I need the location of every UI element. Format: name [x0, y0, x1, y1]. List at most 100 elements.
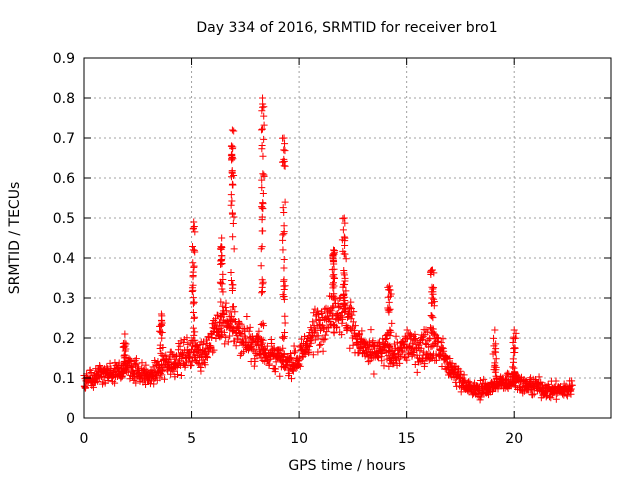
data-point — [228, 126, 236, 134]
data-point — [330, 246, 338, 254]
data-point — [220, 328, 228, 336]
data-point — [231, 308, 239, 316]
data-point — [259, 280, 267, 288]
data-point — [318, 309, 326, 317]
y-tick-label: 0.9 — [53, 51, 75, 67]
data-point — [351, 322, 359, 330]
x-tick-label: 10 — [290, 431, 308, 447]
data-point — [230, 127, 238, 135]
chart-title: Day 334 of 2016, SRMTID for receiver bro… — [196, 20, 497, 36]
data-point — [456, 367, 464, 375]
data-point — [280, 256, 288, 264]
data-point — [305, 343, 313, 350]
data-point — [259, 94, 267, 102]
data-point — [230, 315, 238, 323]
data-point — [259, 205, 267, 213]
data-point — [492, 355, 500, 363]
data-point — [290, 342, 298, 350]
data-point — [383, 335, 391, 343]
data-point — [218, 313, 226, 321]
data-point — [251, 357, 259, 365]
data-point — [170, 367, 178, 375]
data-point — [342, 255, 350, 263]
data-point — [280, 222, 288, 230]
data-point — [280, 277, 288, 285]
data-point — [259, 189, 267, 197]
data-point — [397, 353, 405, 361]
data-point — [426, 324, 434, 332]
data-point — [350, 308, 358, 316]
data-point — [118, 373, 126, 381]
data-point — [348, 311, 356, 319]
data-point — [337, 312, 345, 320]
data-point — [347, 298, 355, 306]
data-point — [411, 330, 419, 338]
data-point — [401, 344, 409, 352]
data-point — [265, 360, 273, 368]
data-point — [280, 146, 288, 154]
data-point — [346, 303, 354, 311]
data-point — [218, 260, 226, 268]
data-point — [389, 359, 397, 367]
data-point — [126, 356, 134, 364]
data-point — [410, 335, 418, 343]
data-point — [228, 287, 236, 295]
data-point — [380, 362, 388, 370]
data-point — [257, 321, 265, 329]
data-point — [191, 336, 199, 344]
data-point — [191, 248, 199, 256]
data-point — [157, 310, 165, 318]
data-point — [341, 297, 349, 305]
data-point — [167, 370, 175, 378]
data-point — [230, 171, 238, 179]
data-point — [188, 284, 196, 292]
data-point — [189, 242, 197, 250]
data-point — [339, 215, 347, 223]
data-point — [339, 315, 347, 323]
data-point — [511, 369, 519, 377]
data-point — [329, 280, 337, 288]
data-point — [349, 318, 357, 326]
data-point — [207, 342, 215, 350]
data-point — [338, 319, 346, 327]
data-point — [81, 383, 89, 391]
data-point — [233, 323, 241, 331]
data-point — [309, 318, 317, 326]
data-point — [344, 313, 352, 321]
data-point — [341, 281, 349, 289]
data-point — [229, 143, 237, 151]
data-point — [563, 392, 571, 400]
data-point — [258, 289, 266, 297]
data-point — [156, 322, 164, 330]
data-point — [222, 333, 230, 341]
data-point — [392, 332, 400, 340]
data-point — [403, 326, 411, 334]
data-point — [258, 288, 266, 296]
data-point — [256, 335, 264, 343]
data-point — [232, 342, 240, 350]
data-point — [149, 363, 157, 371]
data-point — [367, 326, 375, 334]
data-point — [370, 342, 378, 350]
data-point — [317, 340, 325, 348]
data-point — [228, 281, 236, 289]
data-point — [327, 307, 335, 315]
data-point — [258, 276, 266, 284]
data-point — [428, 266, 436, 274]
data-point — [281, 328, 289, 336]
x-tick-label: 15 — [398, 431, 416, 447]
data-point — [330, 292, 338, 300]
data-point — [259, 339, 267, 347]
data-points — [80, 94, 576, 404]
data-point — [430, 341, 438, 349]
data-point — [419, 332, 427, 340]
data-point — [246, 323, 254, 331]
data-point — [219, 270, 227, 278]
data-point — [439, 335, 447, 343]
data-point — [340, 304, 348, 312]
data-point — [158, 371, 166, 379]
data-point — [340, 214, 348, 222]
data-point — [314, 307, 322, 315]
data-point — [309, 351, 317, 359]
